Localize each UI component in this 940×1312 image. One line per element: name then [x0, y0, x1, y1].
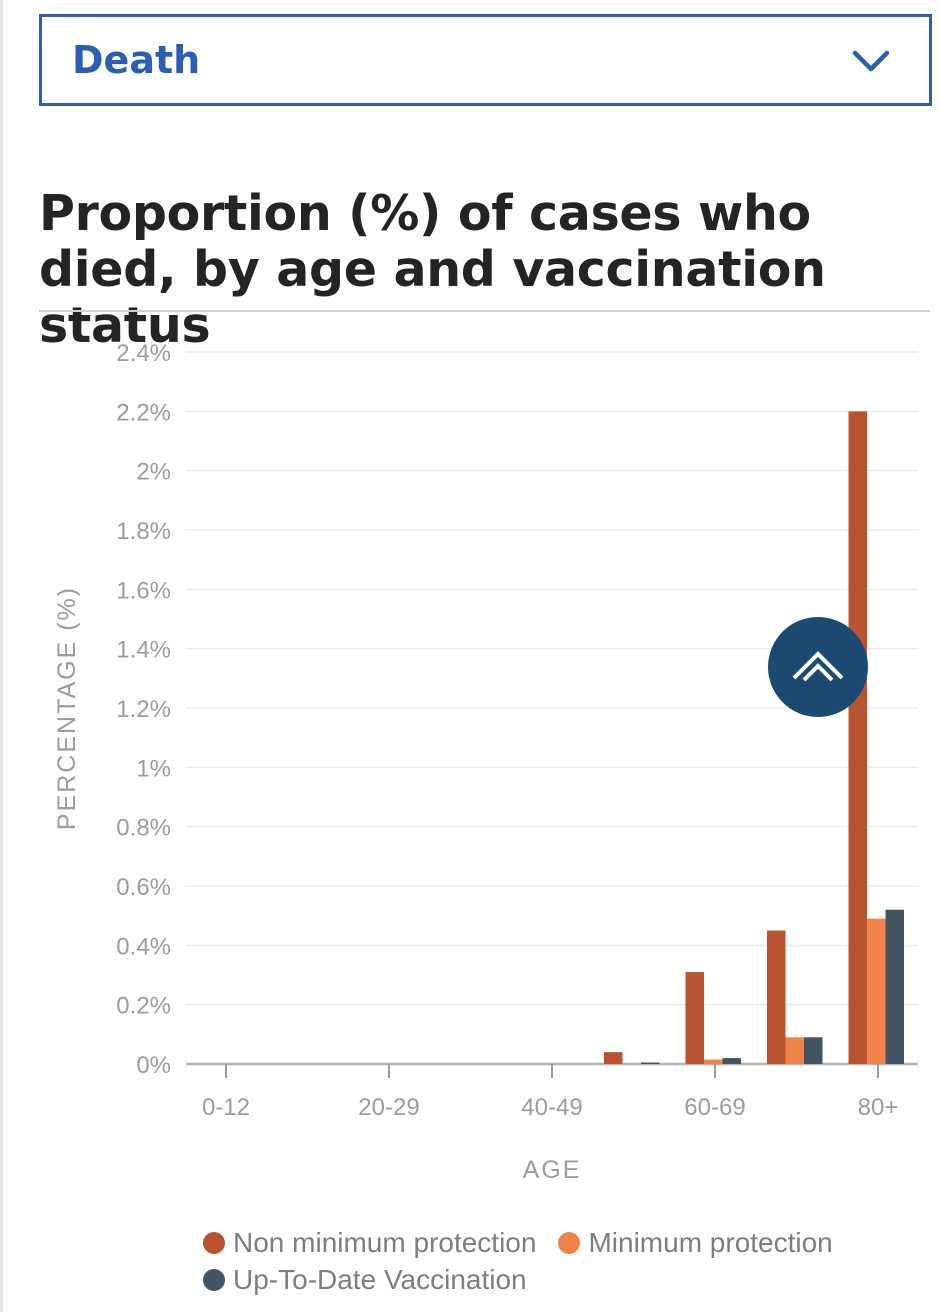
y-tick-label: 1.2%	[116, 696, 171, 723]
page-edge	[0, 0, 3, 1312]
dropdown-selected-value: Death	[72, 38, 201, 82]
scroll-to-top-button[interactable]	[768, 617, 868, 717]
y-tick-label: 1.6%	[116, 577, 171, 604]
legend-label: Up-To-Date Vaccination	[233, 1263, 527, 1295]
bar-7-0	[767, 930, 786, 1064]
y-axis-label: PERCENTAGE (%)	[53, 586, 81, 830]
legend-swatch	[558, 1231, 581, 1254]
x-tick-label: 0-12	[202, 1094, 250, 1121]
y-tick-label: 0.8%	[116, 815, 171, 842]
chevron-up-icon	[792, 651, 844, 682]
y-tick-label: 2.2%	[116, 399, 171, 426]
chart-title: Proportion (%) of cases who died, by age…	[39, 185, 826, 354]
title-divider	[39, 310, 930, 312]
chevron-down-icon	[852, 50, 890, 72]
y-tick-label: 2.4%	[116, 340, 171, 367]
legend-swatch	[203, 1231, 225, 1254]
bar-6-0	[685, 972, 704, 1064]
x-axis-label: AGE	[523, 1156, 582, 1184]
y-tick-label: 0.2%	[116, 993, 171, 1020]
y-tick-label: 0.6%	[116, 874, 171, 901]
legend-swatch	[203, 1268, 225, 1291]
bar-6-2	[722, 1058, 741, 1064]
x-tick-label: 40-49	[521, 1094, 582, 1121]
bar-8-1	[867, 918, 886, 1064]
bar-7-2	[804, 1037, 823, 1064]
y-tick-label: 0.4%	[116, 933, 171, 960]
bar-5-0	[604, 1052, 623, 1064]
y-tick-label: 2%	[136, 459, 171, 486]
chart-legend: Non minimum protection Minimum protectio…	[203, 1224, 923, 1298]
bar-8-2	[885, 909, 904, 1064]
legend-item-non-minimum[interactable]: Non minimum protection	[203, 1227, 536, 1259]
bar-7-1	[785, 1037, 804, 1064]
y-tick-label: 0%	[136, 1052, 171, 1079]
legend-label: Non minimum protection	[233, 1226, 537, 1258]
y-tick-label: 1%	[136, 755, 171, 782]
y-tick-label: 1.8%	[116, 518, 171, 545]
legend-item-minimum[interactable]: Minimum protection	[558, 1226, 833, 1259]
bar-8-0	[848, 411, 867, 1064]
bar-6-1	[704, 1059, 723, 1064]
x-tick-label: 20-29	[358, 1094, 419, 1121]
legend-item-up-to-date[interactable]: Up-To-Date Vaccination	[203, 1264, 527, 1296]
metric-dropdown[interactable]: Death	[39, 14, 932, 106]
legend-label: Minimum protection	[588, 1226, 833, 1258]
x-tick-label: 60-69	[684, 1094, 745, 1121]
bar-5-2	[641, 1062, 660, 1064]
y-tick-label: 1.4%	[116, 637, 171, 664]
x-tick-label: 80+	[858, 1094, 899, 1121]
